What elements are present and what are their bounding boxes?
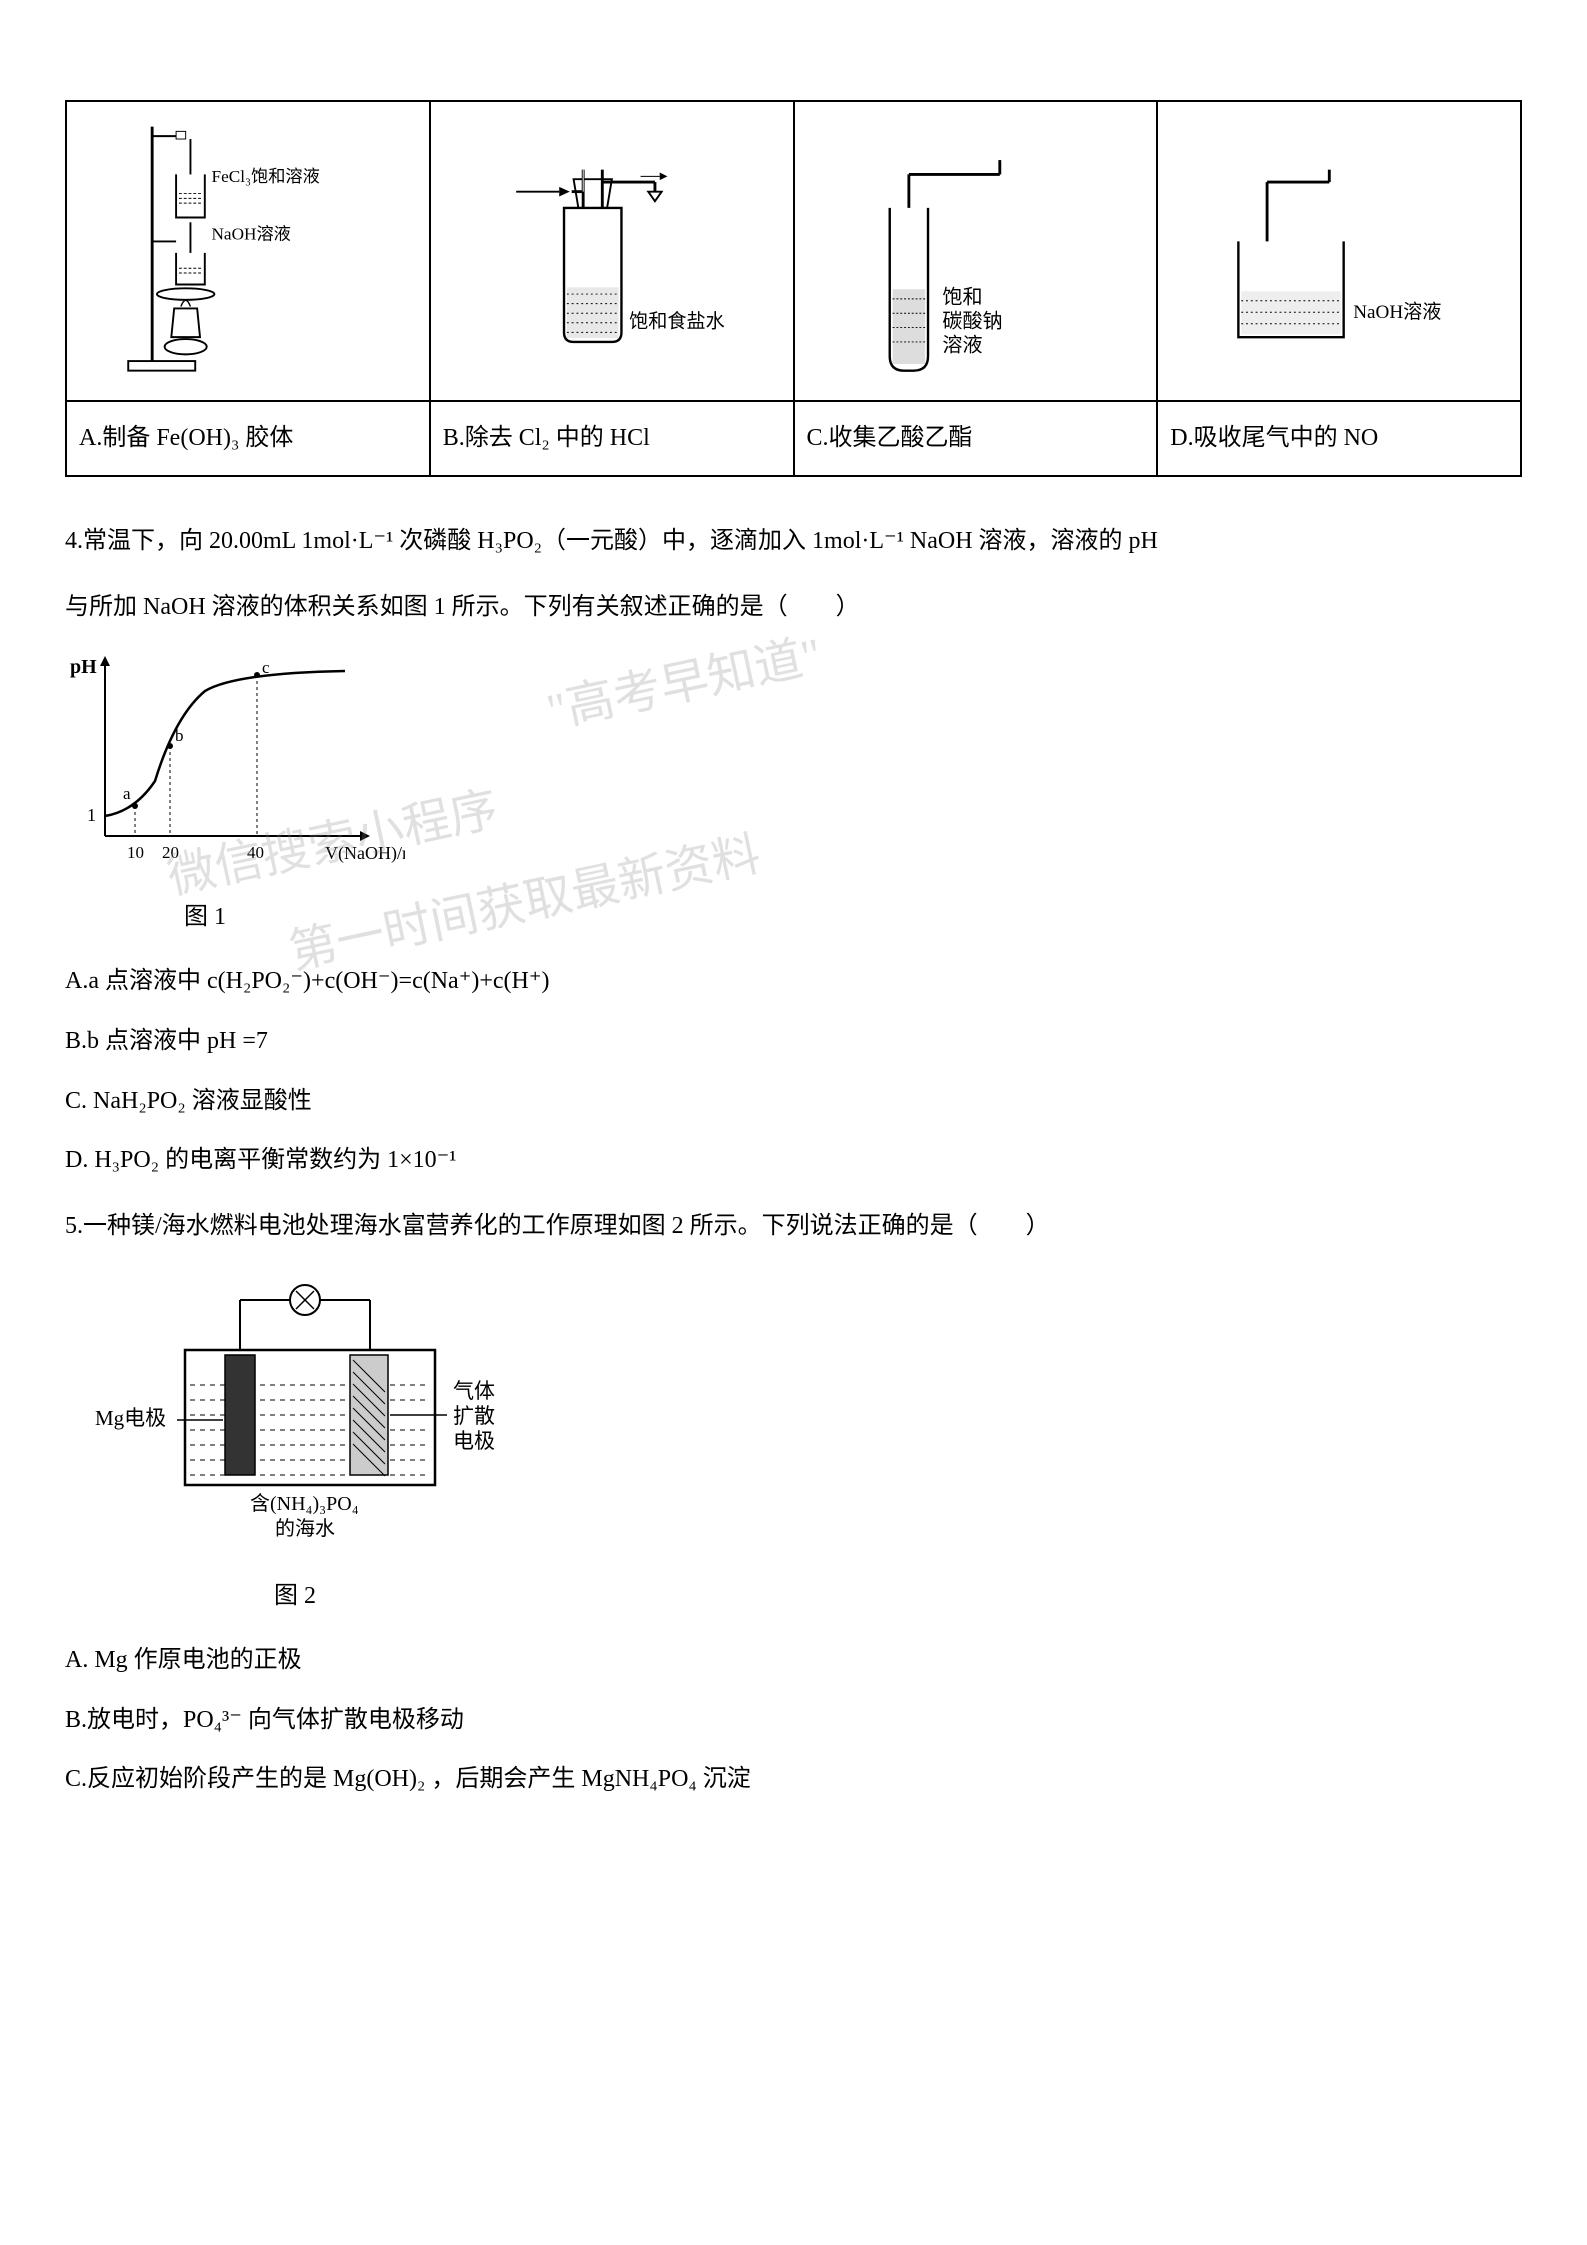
diagram-a: FeCl₃饱和溶液 NaOH溶液 (79, 117, 417, 385)
svg-text:10: 10 (127, 843, 144, 862)
q4-chart-container: pH V(NaOH)/mL 1 10 20 40 a b c "高考早知道" 微… (65, 651, 1522, 886)
svg-text:a: a (123, 784, 131, 803)
q4-figure-label: 图 1 (65, 896, 345, 939)
q4-text-line1: 4.常温下，向 20.00mL 1mol·L⁻¹ 次磷酸 H₃PO₂（一元酸）中… (65, 517, 1522, 565)
svg-text:40: 40 (247, 843, 264, 862)
apparatus-table: FeCl₃饱和溶液 NaOH溶液 (65, 100, 1522, 477)
cell-a-text: A.制备 Fe(OH)₃ 胶体 (66, 401, 430, 476)
cell-b-text: B.除去 Cl₂ 中的 HCl (430, 401, 794, 476)
q5-option-b: B.放电时，PO₄³⁻ 向气体扩散电极移动 (65, 1698, 1522, 1744)
brine-label: 饱和食盐水 (629, 311, 725, 333)
q4-option-d: D. H₃PO₂ 的电离平衡常数约为 1×10⁻¹ (65, 1138, 1522, 1184)
gas-label-2: 扩散 (453, 1404, 495, 1428)
option-d-table: D.吸收尾气中的 NO (1170, 417, 1378, 460)
cell-a-diagram: FeCl₃饱和溶液 NaOH溶液 (66, 101, 430, 401)
option-a-table: A.制备 Fe(OH)₃ 胶体 (79, 417, 293, 460)
fecl3-label: FeCl₃饱和溶液 (212, 167, 320, 186)
svg-text:pH: pH (70, 656, 97, 678)
diagram-c: 饱和 碳酸钠 溶液 (807, 117, 1145, 385)
svg-text:V(NaOH)/mL: V(NaOH)/mL (325, 843, 405, 864)
na2co3-label-3: 溶液 (942, 334, 982, 357)
naoh-label: NaOH溶液 (212, 225, 291, 244)
na2co3-label-1: 饱和 (942, 286, 982, 309)
gas-label-3: 电极 (453, 1429, 495, 1453)
cell-c-diagram: 饱和 碳酸钠 溶液 (794, 101, 1158, 401)
q5-text: 5.一种镁/海水燃料电池处理海水富营养化的工作原理如图 2 所示。下列说法正确的… (65, 1202, 1522, 1250)
gas-label-1: 气体 (453, 1379, 495, 1403)
q4-option-b: B.b 点溶液中 pH =7 (65, 1019, 1522, 1065)
svg-text:b: b (175, 726, 184, 745)
svg-text:1: 1 (87, 805, 96, 825)
diagram-d: NaOH溶液 (1170, 117, 1508, 385)
seawater-label-1: 含(NH₄)₃PO₄ (250, 1492, 359, 1515)
cell-c-text: C.收集乙酸乙酯 (794, 401, 1158, 476)
svg-text:20: 20 (162, 843, 179, 862)
q5-diagram-container: Mg电极 气体 扩散 电极 含(NH₄)₃PO₄ 的海水 (65, 1270, 1522, 1565)
q4-chart: pH V(NaOH)/mL 1 10 20 40 a b c (65, 651, 405, 871)
cell-d-diagram: NaOH溶液 (1157, 101, 1521, 401)
na2co3-label-2: 碳酸钠 (942, 310, 1002, 333)
q4-option-a: A.a 点溶液中 c(H₂PO₂⁻)+c(OH⁻)=c(Na⁺)+c(H⁺) (65, 959, 1522, 1005)
q5-option-a: A. Mg 作原电池的正极 (65, 1638, 1522, 1684)
q5-diagram: Mg电极 气体 扩散 电极 含(NH₄)₃PO₄ 的海水 (65, 1270, 525, 1550)
svg-text:c: c (262, 658, 270, 677)
q4-text-line2: 与所加 NaOH 溶液的体积关系如图 1 所示。下列有关叙述正确的是（ ） (65, 583, 1522, 631)
q4-option-c: C. NaH₂PO₂ 溶液显酸性 (65, 1079, 1522, 1125)
cell-b-diagram: 饱和食盐水 (430, 101, 794, 401)
diagram-b: 饱和食盐水 (443, 117, 781, 385)
watermark-2: "高考早知道" (539, 613, 830, 756)
naoh-d-label: NaOH溶液 (1353, 301, 1441, 323)
seawater-label-2: 的海水 (275, 1517, 335, 1540)
mg-label: Mg电极 (95, 1406, 166, 1430)
q5-option-c: C.反应初始阶段产生的是 Mg(OH)₂ ，后期会产生 MgNH₄PO₄ 沉淀 (65, 1757, 1522, 1803)
cell-d-text: D.吸收尾气中的 NO (1157, 401, 1521, 476)
q5-figure-label: 图 2 (65, 1575, 525, 1618)
option-b-table: B.除去 Cl₂ 中的 HCl (443, 417, 650, 460)
option-c-table: C.收集乙酸乙酯 (807, 417, 973, 460)
